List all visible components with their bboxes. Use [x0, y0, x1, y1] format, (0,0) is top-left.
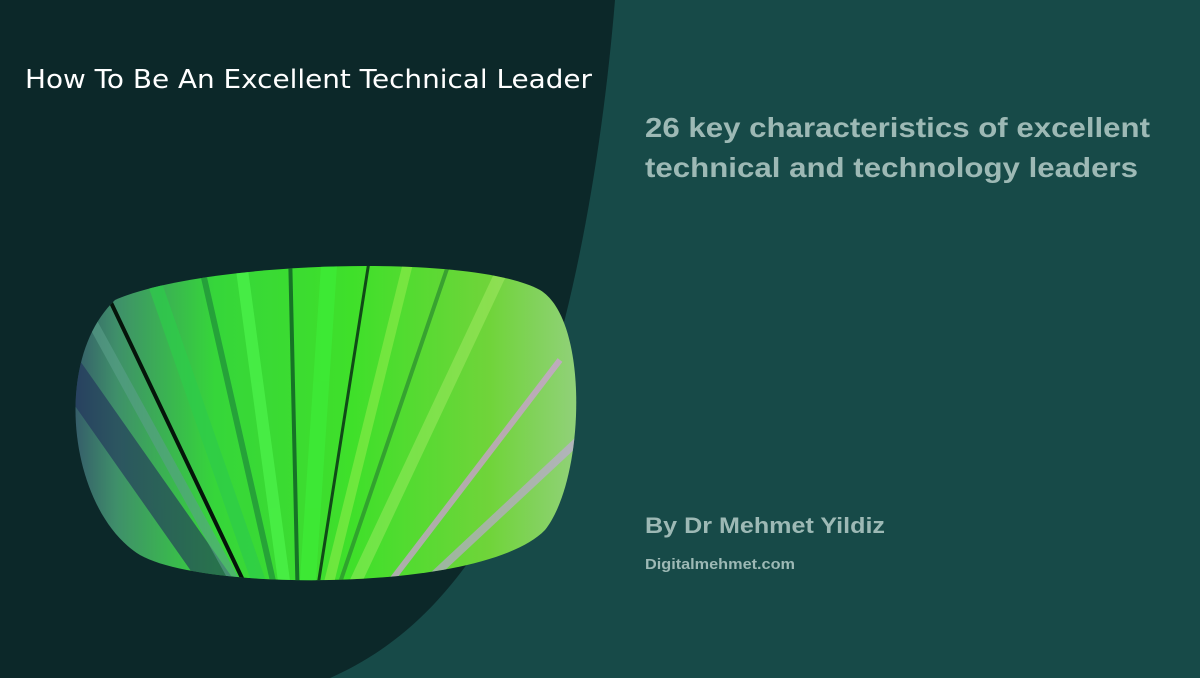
title: How To Be An Excellent Technical Leader — [25, 65, 592, 95]
subtitle-line: technical and technology leaders — [645, 152, 1138, 183]
green-artwork — [75, 266, 577, 581]
website: Digitalmehmet.com — [645, 556, 795, 573]
subtitle-line: 26 key characteristics of excellent — [645, 112, 1150, 143]
author: By Dr Mehmet Yildiz — [645, 513, 885, 538]
